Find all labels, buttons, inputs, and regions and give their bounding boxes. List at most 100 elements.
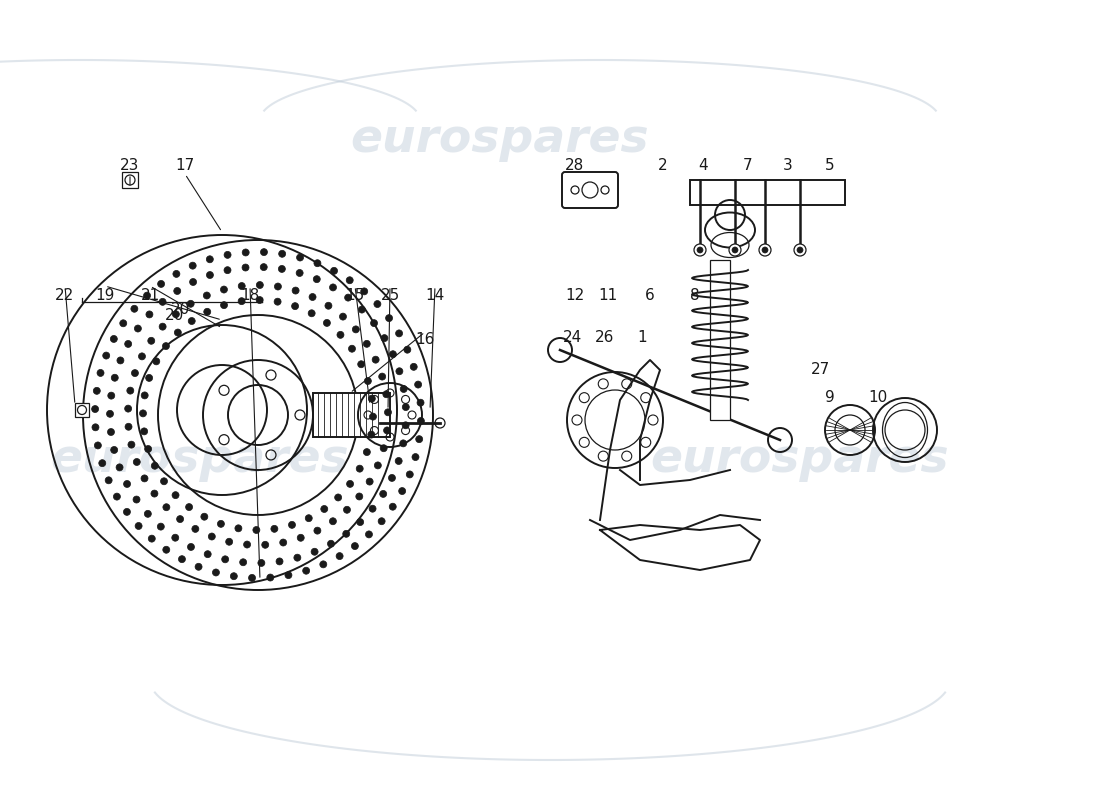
Circle shape <box>160 298 166 306</box>
Circle shape <box>366 478 373 485</box>
Circle shape <box>92 424 99 431</box>
Circle shape <box>110 335 118 342</box>
Circle shape <box>261 264 267 270</box>
Circle shape <box>308 310 316 317</box>
Circle shape <box>204 308 211 315</box>
Circle shape <box>389 350 396 358</box>
Circle shape <box>108 429 114 435</box>
Circle shape <box>352 326 360 333</box>
Text: 1: 1 <box>637 330 647 346</box>
Circle shape <box>359 306 365 313</box>
Circle shape <box>395 458 403 465</box>
Circle shape <box>363 449 371 455</box>
Text: 6: 6 <box>645 287 654 302</box>
Circle shape <box>370 506 376 512</box>
Circle shape <box>297 534 305 542</box>
Circle shape <box>378 373 386 380</box>
Circle shape <box>417 418 425 425</box>
Circle shape <box>398 487 406 494</box>
Circle shape <box>139 353 145 360</box>
Circle shape <box>178 556 186 562</box>
Circle shape <box>364 378 372 385</box>
Circle shape <box>257 559 265 566</box>
Circle shape <box>222 556 229 563</box>
Text: 22: 22 <box>55 287 75 302</box>
Circle shape <box>694 244 706 256</box>
Text: 26: 26 <box>595 330 615 346</box>
Circle shape <box>243 541 251 548</box>
Circle shape <box>140 410 146 417</box>
Text: 17: 17 <box>175 158 195 173</box>
Circle shape <box>337 553 343 559</box>
Circle shape <box>147 338 155 344</box>
Circle shape <box>99 460 106 466</box>
Circle shape <box>363 340 371 347</box>
Circle shape <box>120 320 127 326</box>
Circle shape <box>314 276 320 282</box>
Circle shape <box>285 572 292 578</box>
Circle shape <box>133 458 141 466</box>
Circle shape <box>107 410 113 418</box>
Text: 21: 21 <box>141 287 160 302</box>
Circle shape <box>123 481 131 487</box>
Text: 28: 28 <box>565 158 584 173</box>
Circle shape <box>334 494 342 501</box>
Circle shape <box>188 318 195 325</box>
Text: 3: 3 <box>783 158 793 173</box>
Text: 14: 14 <box>426 287 444 302</box>
Circle shape <box>189 278 197 286</box>
Circle shape <box>157 523 164 530</box>
Circle shape <box>141 428 147 435</box>
Circle shape <box>278 266 285 273</box>
Circle shape <box>358 361 365 368</box>
Circle shape <box>396 330 403 337</box>
Circle shape <box>163 504 169 510</box>
Circle shape <box>117 357 124 364</box>
Circle shape <box>249 574 255 582</box>
Circle shape <box>157 281 165 287</box>
Text: 10: 10 <box>868 390 888 406</box>
Circle shape <box>173 270 180 278</box>
Circle shape <box>172 492 179 498</box>
Circle shape <box>274 283 282 290</box>
Circle shape <box>349 346 355 352</box>
Circle shape <box>294 554 301 561</box>
Circle shape <box>111 374 119 382</box>
Text: eurospares: eurospares <box>351 118 649 162</box>
Circle shape <box>396 368 403 374</box>
Circle shape <box>97 370 104 377</box>
Text: 19: 19 <box>96 287 114 302</box>
Text: 27: 27 <box>811 362 829 378</box>
Circle shape <box>403 403 409 410</box>
Circle shape <box>267 574 274 581</box>
Circle shape <box>212 569 219 576</box>
Circle shape <box>135 522 142 530</box>
Text: 9: 9 <box>825 390 835 406</box>
FancyBboxPatch shape <box>122 172 138 188</box>
Circle shape <box>144 446 152 453</box>
Circle shape <box>161 478 167 485</box>
Circle shape <box>160 323 166 330</box>
Circle shape <box>416 436 422 442</box>
Circle shape <box>415 381 421 388</box>
FancyBboxPatch shape <box>710 260 730 420</box>
Circle shape <box>296 270 304 277</box>
Circle shape <box>152 462 158 470</box>
Circle shape <box>404 346 410 353</box>
Circle shape <box>340 313 346 320</box>
Circle shape <box>106 477 112 484</box>
Circle shape <box>163 546 169 554</box>
Circle shape <box>125 423 132 430</box>
Circle shape <box>224 266 231 274</box>
Circle shape <box>343 506 351 514</box>
Circle shape <box>242 264 249 271</box>
Text: 23: 23 <box>120 158 140 173</box>
Circle shape <box>174 287 180 294</box>
Text: 7: 7 <box>744 158 752 173</box>
Circle shape <box>292 302 298 310</box>
Circle shape <box>226 538 233 546</box>
Circle shape <box>235 525 242 532</box>
Text: 12: 12 <box>565 287 584 302</box>
Circle shape <box>417 399 424 406</box>
Circle shape <box>321 506 328 513</box>
